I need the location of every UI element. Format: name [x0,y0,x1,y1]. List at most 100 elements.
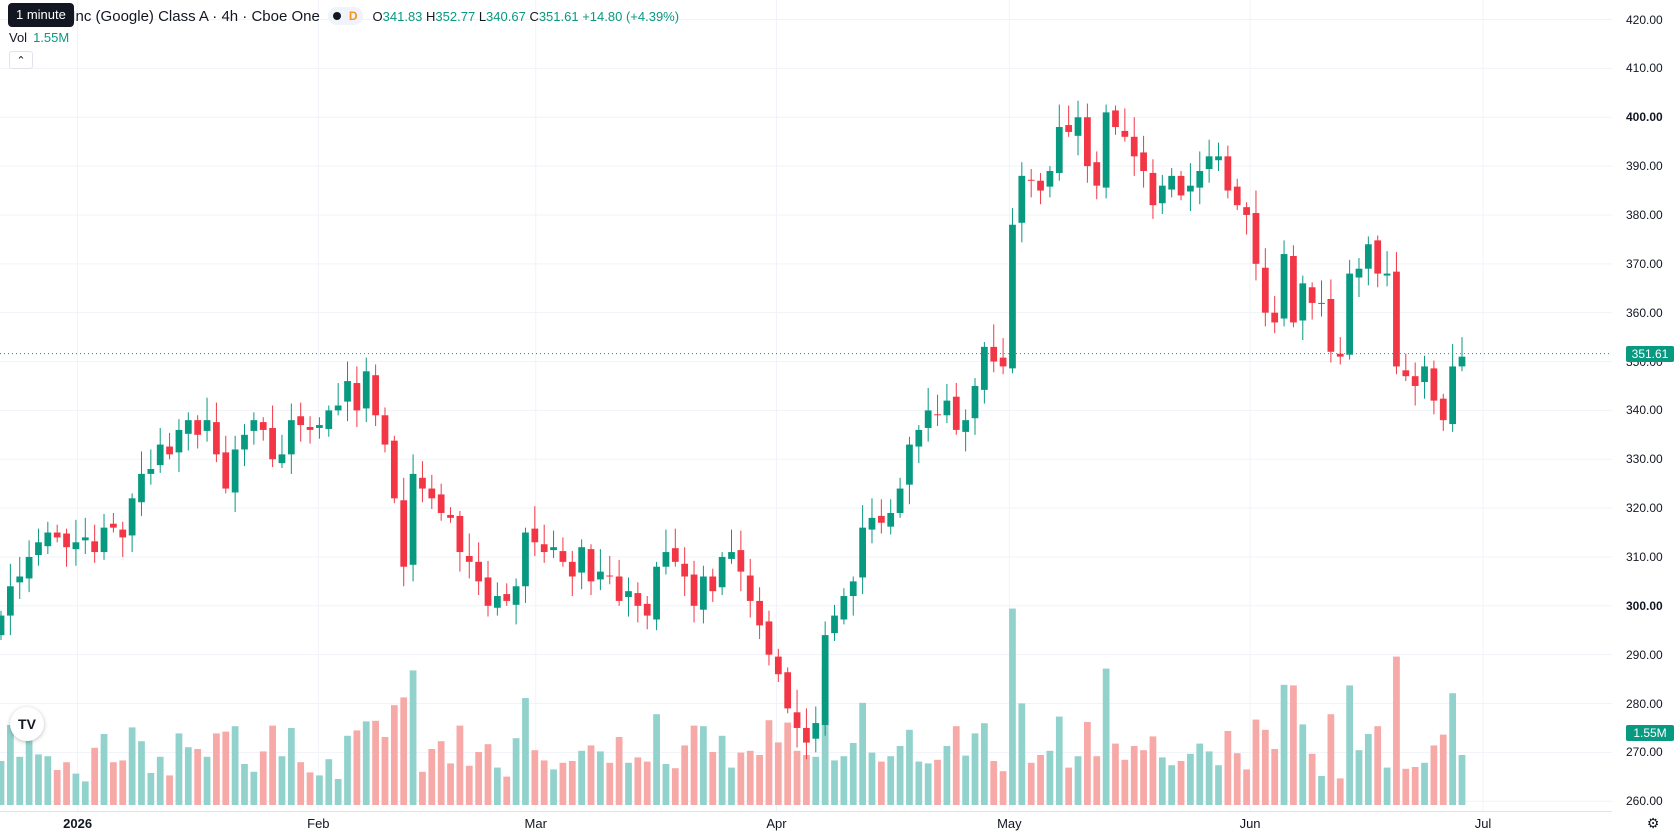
volume-bar [980,723,988,805]
volume-bar [915,761,923,805]
tradingview-logo-icon[interactable]: TV [10,707,44,741]
volume-bar [990,761,998,805]
candle-body [119,529,127,538]
volume-bar [147,773,155,805]
high-key: H [426,8,436,24]
candle-body [662,552,670,567]
candle-body [166,446,173,455]
last-price-badge: 351.61 [1626,345,1674,362]
volume-bar [287,728,295,805]
volume-bar [184,747,192,805]
volume-bar [278,756,286,805]
volume-bar [671,768,679,805]
volume-bar [1458,755,1466,805]
volume-bar [625,762,632,805]
volume-bar [774,742,782,805]
high-value: 352.77 [435,8,476,24]
candle-body [222,452,230,489]
collapse-legend-button[interactable]: ⌃ [9,51,33,69]
volume-bar [597,751,604,805]
market-status[interactable]: D [327,7,363,25]
candle-body [409,473,417,565]
volume-bar [522,698,529,805]
candle-body [110,523,117,528]
price-tick-label: 270.00 [1626,745,1663,760]
candle-body [419,477,426,489]
volume-bar [353,730,361,805]
volume-bar [587,745,595,805]
price-tick-label: 310.00 [1626,549,1663,564]
volume-legend[interactable]: Vol 1.55M [9,30,69,45]
candle-body [203,420,211,431]
candle-body [756,600,763,626]
volume-bar [1074,756,1082,805]
candle-body [213,422,220,455]
candle-body [231,449,239,493]
time-axis[interactable] [0,811,1612,836]
candle-body [522,532,529,587]
candle-body [250,420,258,431]
time-tick-label: Jul [1474,816,1492,831]
volume-bar [269,725,276,805]
candle-body [81,537,89,541]
candle-body [531,528,539,543]
candle-body [999,357,1007,367]
volume-bar [409,670,417,805]
candle-body [784,672,792,709]
candle-body [568,561,576,577]
candle-body [1271,312,1279,323]
symbol-legend[interactable]: Alphabet Inc (Google) Class A · 4h · Cbo… [8,6,679,26]
volume-bar [1402,768,1410,805]
candle-body [493,596,501,608]
volume-bar [1196,743,1204,805]
candle-body [690,574,698,606]
volume-bar [1393,656,1400,805]
candle-body [943,400,951,416]
candle-body [1430,368,1438,401]
symbol-title[interactable]: Alphabet Inc (Google) Class A · 4h · Cbo… [8,7,320,25]
volume-bar [690,725,698,805]
volume-bar [138,741,145,805]
candle-body [906,444,913,485]
volume-bar [550,769,557,805]
candle-body [634,593,642,606]
candle-body [1364,244,1372,269]
candle-body [615,576,623,601]
volume-bar [718,735,726,805]
time-tick-label: Feb [307,816,330,831]
volume-bar [531,750,539,805]
volume-bar [1346,685,1353,805]
volume-label: Vol [9,30,28,45]
volume-bar [1177,761,1185,805]
candle-body [1355,268,1363,278]
volume-bar [821,668,829,805]
volume-bar [578,750,586,805]
candle-body [1308,287,1316,303]
volume-bar [250,771,258,805]
market-open-dot-icon [332,12,341,20]
candle-body [1243,207,1250,215]
volume-bar [849,743,857,805]
candle-body [6,586,14,616]
candle-body [1299,283,1307,321]
volume-bar [222,731,230,805]
volume-bar [896,746,904,805]
candle-body [1065,125,1073,132]
volume-bar [1027,762,1035,805]
candle-body [681,563,689,577]
candle-body [831,615,838,634]
candle-body [1149,172,1157,206]
volume-bar [493,767,501,805]
volume-bar [44,756,52,805]
volume-bar [175,733,183,805]
candle-body [175,429,183,453]
volume-value: 1.55M [33,30,70,45]
candle-body [100,527,108,553]
close-value: 351.61 [538,8,579,24]
candle-body [44,532,52,547]
volume-bar [91,747,99,805]
settings-gear-icon[interactable]: ⚙ [1646,815,1660,831]
volume-bar [381,737,389,805]
